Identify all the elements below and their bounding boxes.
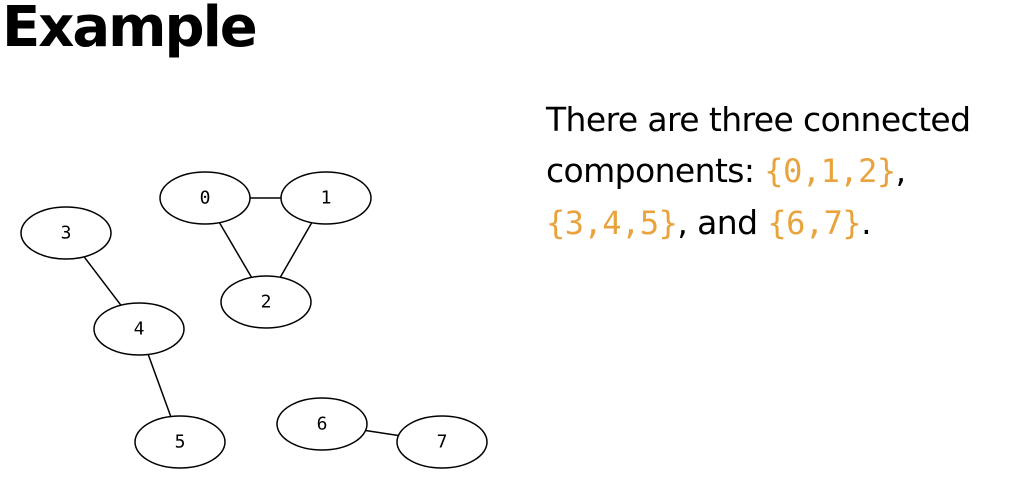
node-ellipse (93, 302, 185, 356)
graph-node-1: 1 (280, 171, 372, 225)
component-set-b: {3,4,5} (546, 204, 678, 242)
description-end: . (861, 203, 872, 242)
graph-node-0: 0 (159, 171, 251, 225)
graph-node-2: 2 (220, 275, 312, 329)
node-ellipse (159, 171, 251, 225)
edge-3-4 (83, 256, 122, 306)
node-ellipse (396, 415, 488, 469)
graph-node-5: 5 (134, 415, 226, 469)
graph-node-7: 7 (396, 415, 488, 469)
node-ellipse (276, 397, 368, 451)
description-line-2-suffix: , (895, 151, 906, 190)
node-label: 3 (61, 223, 72, 244)
component-set-a: {0,1,2} (764, 152, 896, 190)
description: There are three connected components: {0,… (546, 94, 1016, 249)
graph-node-3: 3 (20, 206, 112, 260)
edge-1-2 (279, 222, 313, 278)
component-set-c: {6,7} (767, 204, 862, 242)
node-label: 4 (134, 319, 145, 340)
edge-6-7 (365, 429, 399, 437)
node-ellipse (20, 206, 112, 260)
node-label: 0 (200, 188, 211, 209)
node-label: 5 (175, 432, 186, 453)
node-label: 2 (261, 292, 272, 313)
description-line-1: There are three connected (546, 100, 971, 139)
edge-4-5 (147, 354, 172, 417)
graph-node-6: 6 (276, 397, 368, 451)
slide-title: Example (2, 0, 258, 60)
node-label: 6 (317, 414, 328, 435)
node-label: 1 (321, 188, 332, 209)
node-ellipse (220, 275, 312, 329)
node-label: 7 (437, 432, 448, 453)
description-join: , and (677, 203, 768, 242)
node-ellipse (134, 415, 226, 469)
graph-diagram: 0 1 2 3 4 5 6 7 (20, 171, 488, 469)
graph-node-4: 4 (93, 302, 185, 356)
description-line-2-prefix: components: (546, 151, 765, 190)
node-ellipse (280, 171, 372, 225)
edge-0-2 (218, 222, 253, 278)
